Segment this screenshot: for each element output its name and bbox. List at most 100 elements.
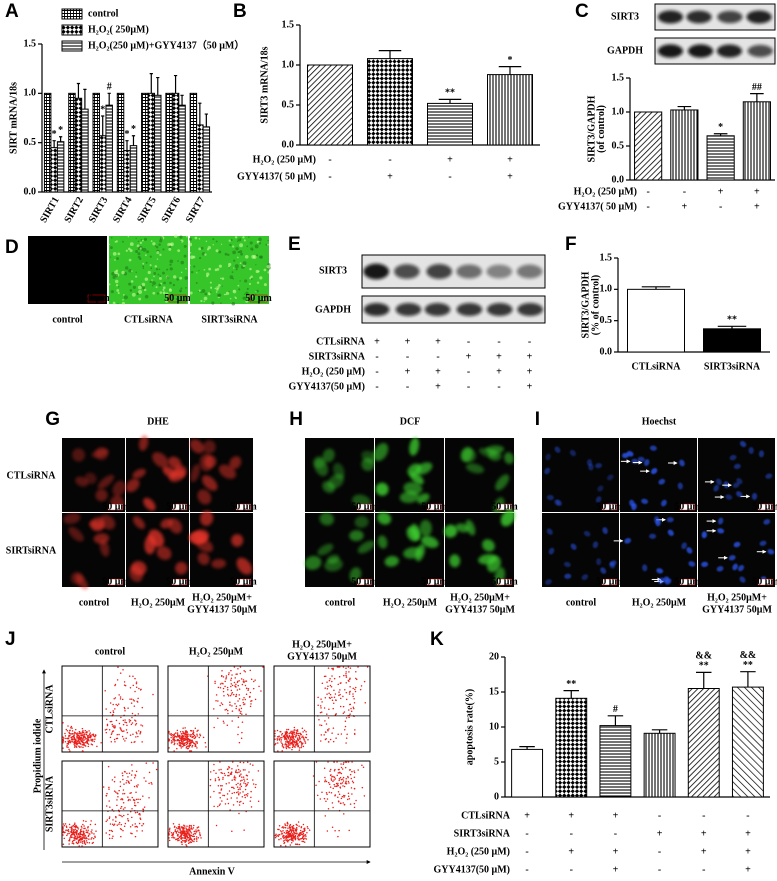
cytometry-dot bbox=[124, 684, 126, 686]
bar bbox=[512, 749, 543, 797]
cell-speck bbox=[150, 267, 152, 269]
cytometry-dot bbox=[231, 693, 233, 695]
cytometry-dot bbox=[66, 745, 68, 747]
cytometry-dot bbox=[80, 743, 82, 745]
cytometry-dot bbox=[346, 717, 348, 719]
x-axis-title: Annexin V bbox=[189, 866, 235, 877]
cytometry-dot bbox=[238, 709, 240, 711]
cytometry-dot bbox=[343, 706, 345, 708]
cytometry-dot bbox=[107, 819, 109, 821]
cytometry-dot bbox=[343, 762, 345, 764]
cytometry-dot bbox=[190, 736, 192, 738]
cell-speck bbox=[150, 264, 152, 266]
cell-speck bbox=[152, 292, 155, 295]
cytometry-dot bbox=[220, 687, 222, 689]
cytometry-dot bbox=[117, 666, 119, 668]
cytometry-dot bbox=[71, 726, 73, 728]
cytometry-dot bbox=[236, 673, 238, 675]
cell-speck bbox=[221, 244, 222, 245]
condition-sign: - bbox=[683, 186, 686, 197]
cytometry-dot bbox=[73, 831, 75, 833]
cytometry-dot bbox=[130, 720, 132, 722]
cytometry-dot bbox=[135, 792, 137, 794]
cytometry-dot bbox=[127, 818, 128, 820]
cytometry-dot bbox=[186, 730, 188, 732]
cytometry-dot bbox=[181, 833, 183, 835]
cytometry-dot bbox=[81, 834, 83, 836]
cytometry-dot bbox=[342, 778, 344, 780]
cytometry-dot bbox=[239, 698, 241, 700]
cytometry-dot bbox=[108, 766, 110, 768]
cell-speck bbox=[190, 265, 191, 266]
cytometry-dot bbox=[200, 735, 202, 737]
cytometry-dot bbox=[329, 770, 331, 772]
cytometry-dot bbox=[176, 832, 178, 834]
cytometry-dot bbox=[109, 830, 111, 832]
cytometry-dot bbox=[75, 745, 77, 747]
cytometry-dot bbox=[72, 829, 74, 831]
cytometry-dot bbox=[353, 782, 355, 784]
cytometry-dot bbox=[243, 779, 245, 781]
cell-speck bbox=[204, 253, 206, 255]
cytometry-dot bbox=[156, 769, 158, 771]
cytometry-dot bbox=[331, 681, 333, 683]
cytometry-dot bbox=[298, 834, 300, 836]
cell-speck bbox=[169, 264, 171, 266]
cytometry-dot bbox=[331, 686, 333, 688]
cytometry-dot bbox=[296, 827, 298, 829]
bar bbox=[124, 151, 130, 192]
cytometry-dot bbox=[223, 722, 225, 724]
cytometry-dot bbox=[171, 832, 173, 834]
cell-speck bbox=[123, 294, 125, 296]
cytometry-dot bbox=[345, 721, 347, 723]
cell-speck bbox=[122, 299, 124, 301]
cytometry-dot bbox=[75, 835, 77, 837]
cytometry-dot bbox=[277, 750, 279, 752]
blot-band bbox=[456, 264, 482, 278]
cytometry-dot bbox=[112, 714, 114, 716]
cytometry-dot bbox=[297, 837, 299, 839]
cytometry-dot bbox=[186, 839, 188, 841]
cytometry-dot bbox=[169, 830, 171, 832]
cytometry-dot bbox=[188, 748, 190, 750]
y-tick-label: 0.0 bbox=[282, 139, 295, 150]
cytometry-dot bbox=[218, 769, 220, 771]
cytometry-dot bbox=[363, 767, 365, 769]
y-tick-label: 15 bbox=[489, 686, 499, 697]
cell-speck bbox=[264, 269, 267, 272]
cytometry-dot bbox=[131, 702, 133, 704]
column-label: control bbox=[95, 646, 126, 657]
cell-speck bbox=[260, 256, 263, 259]
cytometry-dot bbox=[76, 838, 78, 840]
cytometry-dot bbox=[119, 723, 121, 725]
cytometry-dot bbox=[90, 820, 92, 822]
cytometry-dot bbox=[188, 833, 190, 835]
panel-label: D bbox=[5, 237, 19, 258]
cytometry-dot bbox=[240, 783, 242, 785]
cytometry-dot bbox=[349, 691, 351, 693]
cell-speck bbox=[170, 267, 173, 270]
cytometry-dot bbox=[293, 745, 295, 747]
cytometry-dot bbox=[289, 825, 291, 827]
cytometry-dot bbox=[347, 799, 349, 801]
cell-speck bbox=[150, 281, 152, 283]
cytometry-dot bbox=[133, 741, 135, 743]
bar bbox=[106, 105, 112, 192]
flow-plot bbox=[62, 666, 158, 752]
cytometry-dot bbox=[307, 828, 309, 830]
cytometry-dot bbox=[295, 744, 297, 746]
blot-band bbox=[457, 303, 483, 316]
cytometry-dot bbox=[120, 672, 122, 674]
blot-band bbox=[686, 11, 711, 24]
cytometry-dot bbox=[303, 738, 305, 740]
cytometry-dot bbox=[323, 734, 325, 736]
cytometry-dot bbox=[324, 720, 326, 722]
cell-speck bbox=[132, 293, 136, 297]
cytometry-dot bbox=[219, 803, 221, 805]
bar bbox=[732, 687, 763, 797]
cell-speck bbox=[185, 287, 187, 289]
panel-label: A bbox=[5, 1, 19, 22]
cytometry-dot bbox=[288, 733, 290, 735]
blot-label: SIRT3 bbox=[319, 265, 347, 276]
cell-speck bbox=[180, 261, 184, 265]
